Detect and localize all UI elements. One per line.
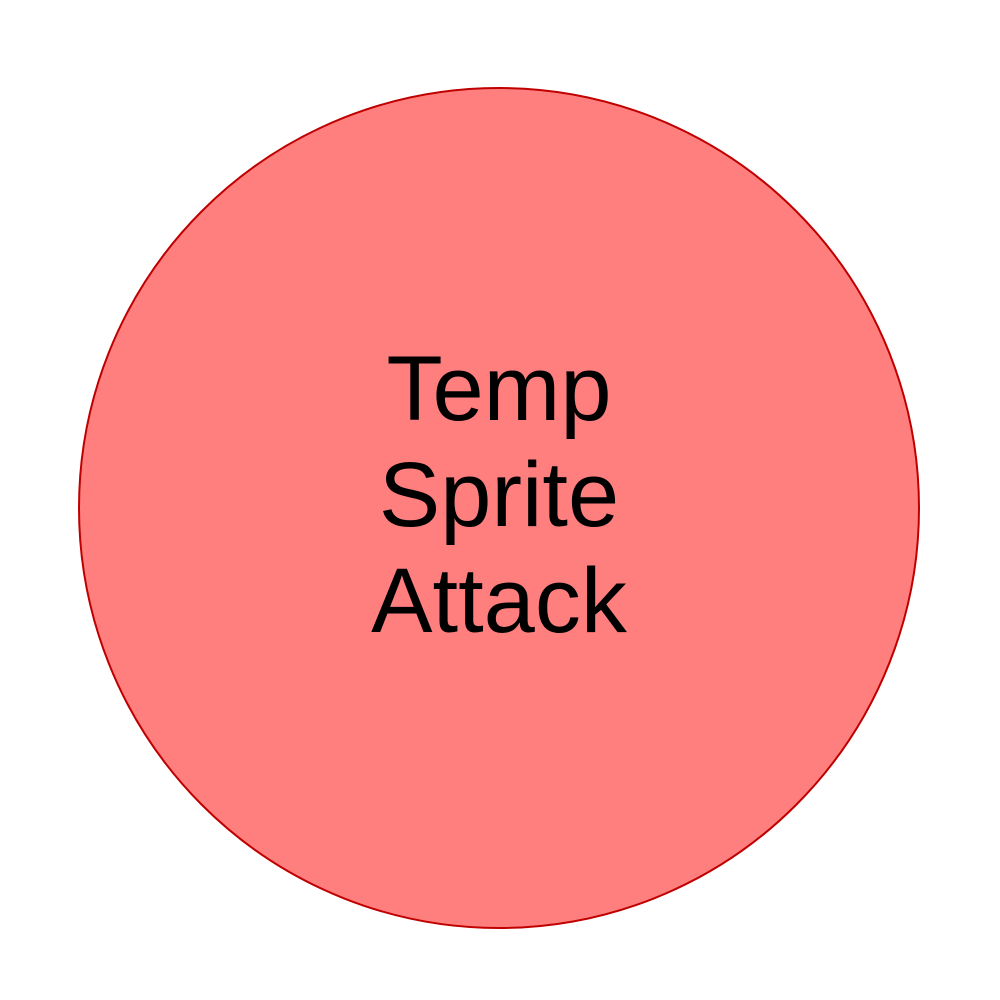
sprite-label-line-2: Sprite <box>378 444 620 546</box>
sprite-label-line-3: Attack <box>371 550 627 652</box>
sprite-label-line-1: Temp <box>386 338 612 440</box>
sprite-label: Temp Sprite Attack <box>371 336 627 654</box>
temp-sprite-attack: Temp Sprite Attack <box>78 87 920 929</box>
